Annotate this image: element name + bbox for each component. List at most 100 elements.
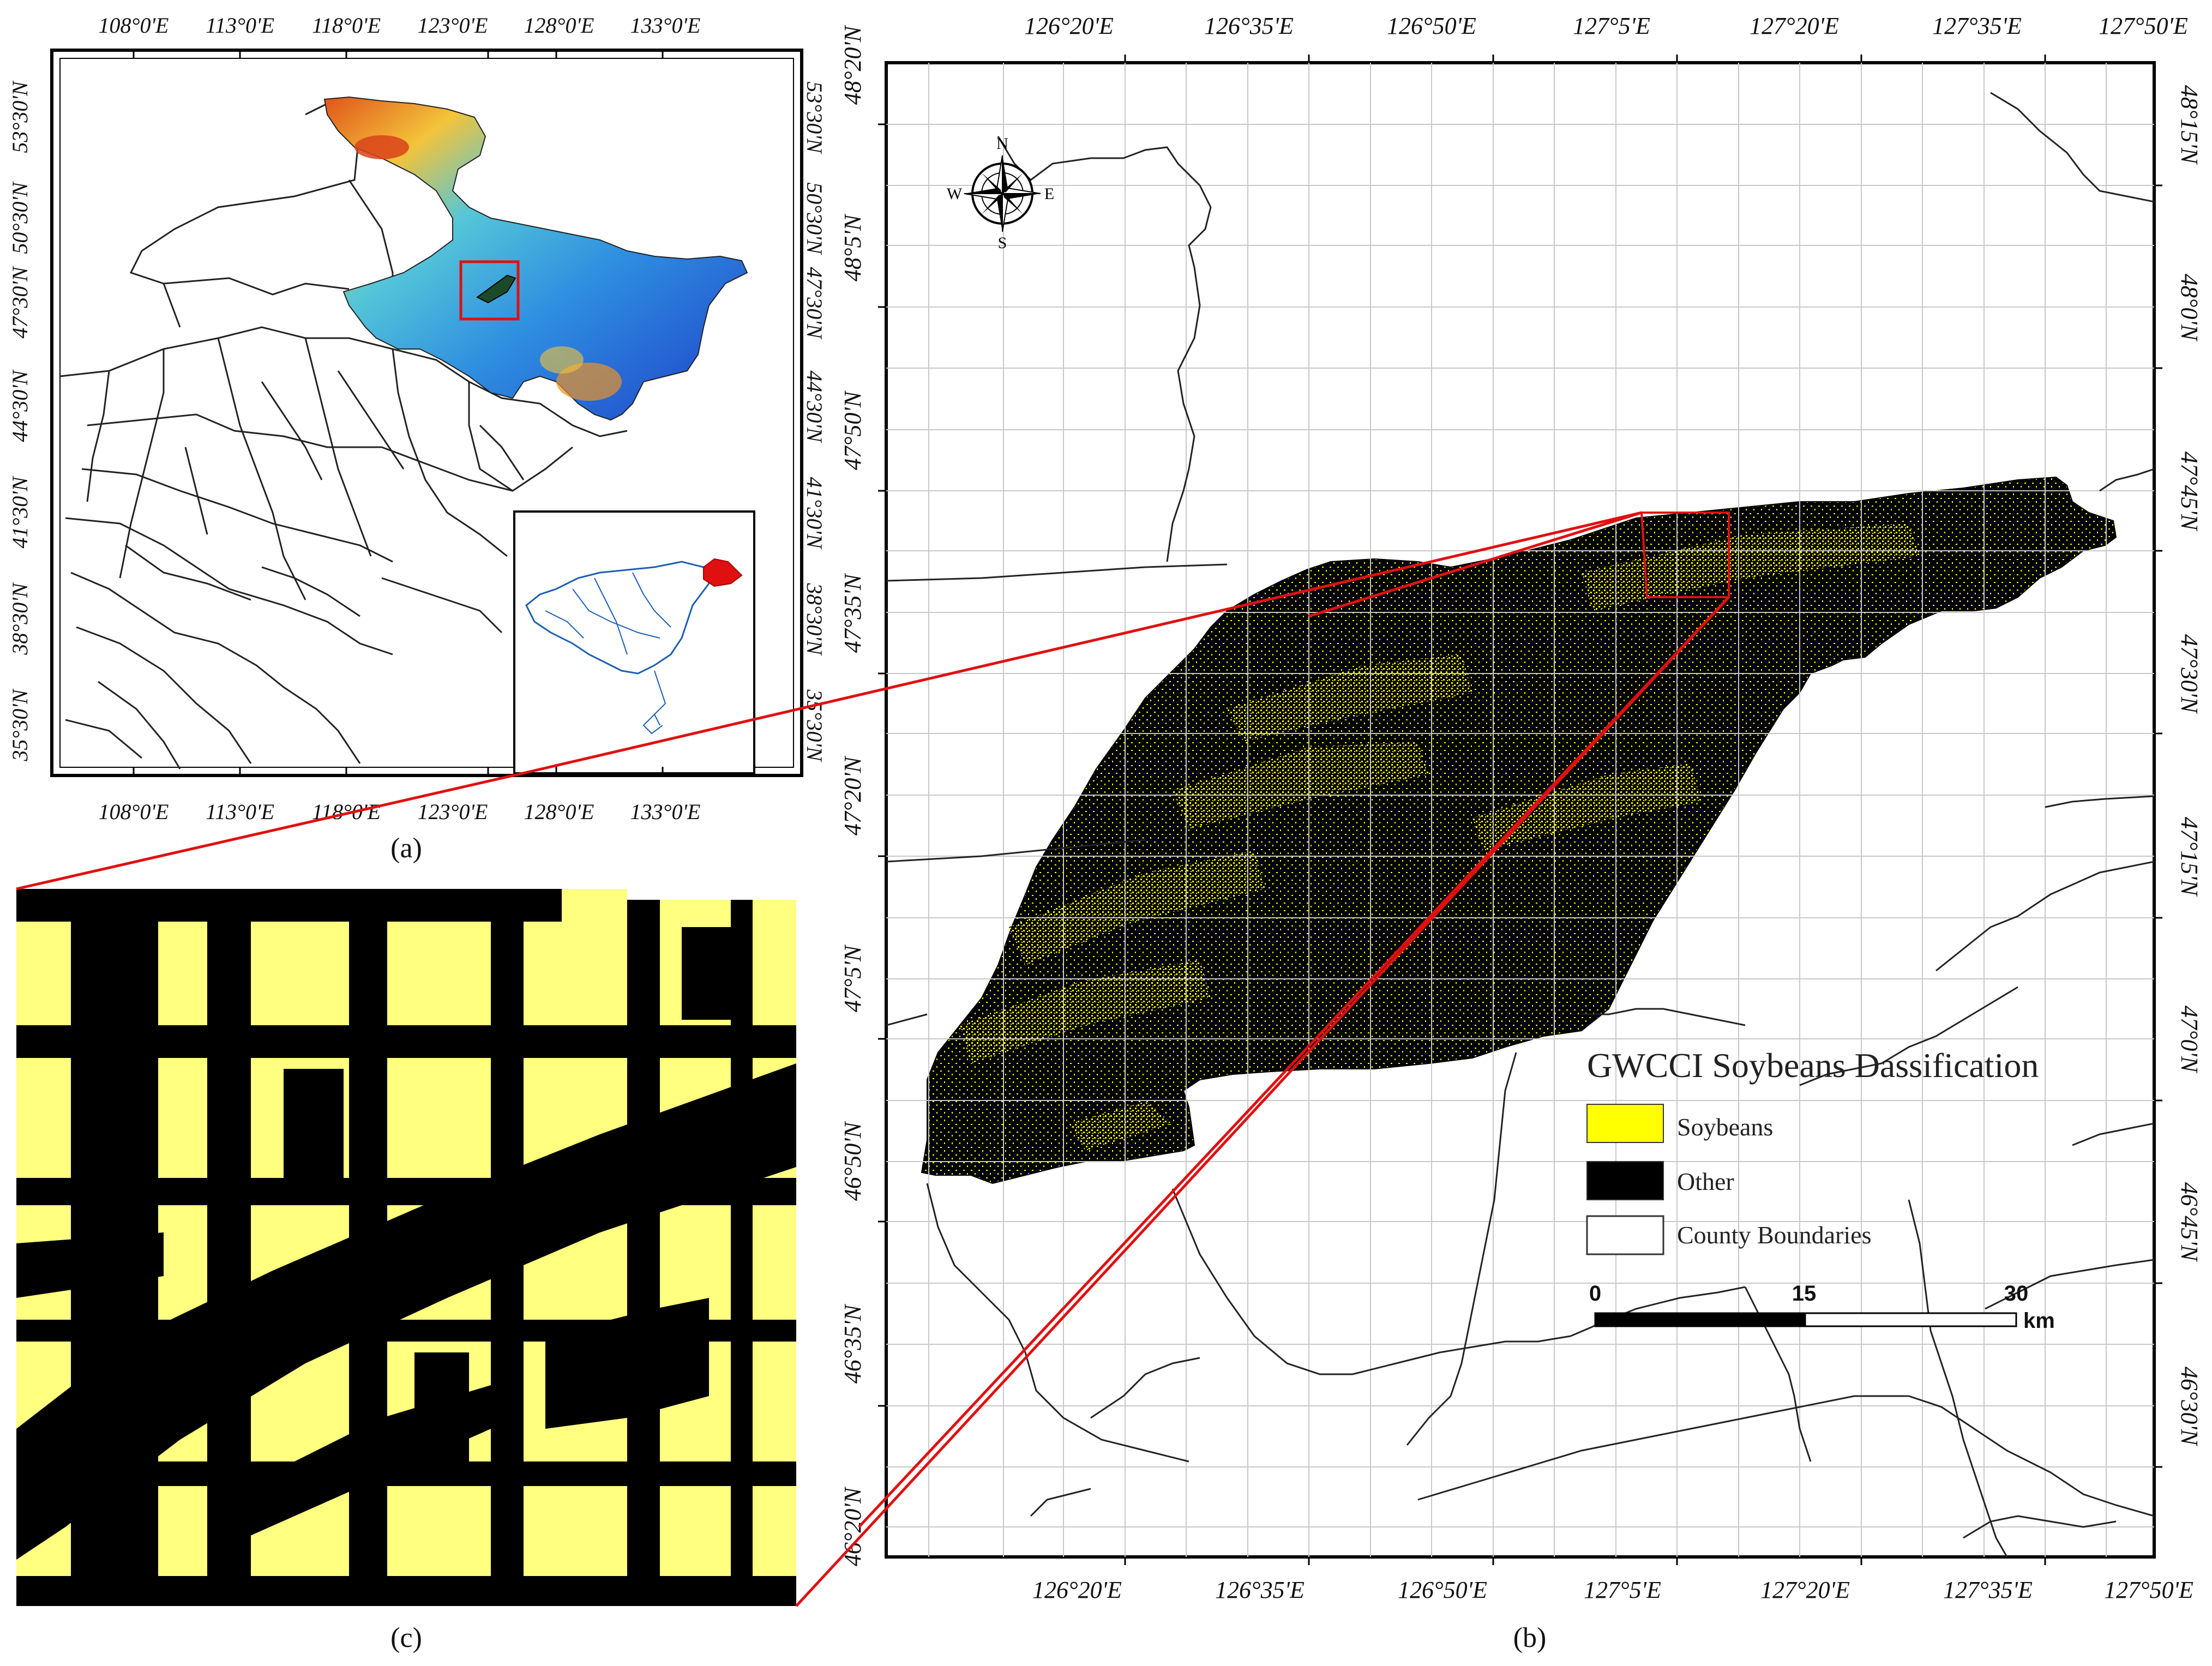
china-outline (525, 561, 710, 675)
a-lon-bottom-5: 133°0'E (630, 799, 701, 824)
heatmap-hotspot-south (556, 363, 622, 401)
a-lon-bottom-3: 123°0'E (418, 799, 488, 824)
a-lat-right-5: 38°30'N (802, 582, 827, 656)
a-lon-top-4: 128°0'E (524, 13, 594, 38)
a-lat-right-0: 53°30'N (802, 81, 827, 154)
study-area-dark (476, 274, 516, 304)
b-lat-left-7: 46°35'N (839, 1303, 866, 1384)
b-lon-bottom-6: 127°50'E (2104, 1577, 2193, 1603)
a-lon-top-0: 108°0'E (99, 13, 169, 38)
panel-a: 108°0'E 113°0'E 118°0'E 123°0'E 128°0'E … (8, 13, 827, 864)
scale-tick-0: 0 (1589, 1282, 1601, 1306)
b-lat-left-1: 48°5'N (839, 213, 866, 281)
b-lat-left-4: 47°20'N (839, 755, 866, 835)
heatmap-hotspot-north (354, 135, 409, 159)
a-lat-right-1: 50°30'N (802, 182, 827, 255)
caption-c: (c) (390, 1622, 422, 1653)
panel-a-boundaries (59, 103, 628, 769)
b-lat-left-5: 47°5'N (839, 944, 866, 1012)
a-lon-top-3: 123°0'E (418, 13, 488, 38)
compass-e: E (1044, 185, 1054, 203)
b-lat-left-0: 48°20'N (839, 25, 866, 105)
panel-c-top-white (627, 889, 796, 900)
scale-bar: 0 15 30 km (1589, 1282, 2055, 1333)
compass-s: S (998, 234, 1007, 252)
panel-c-other-land (16, 889, 796, 1606)
a-lon-bottom-4: 128°0'E (524, 799, 594, 824)
heilongjiang-heatmap (323, 96, 748, 421)
panel-b-graticule (886, 63, 2154, 1557)
b-lon-bottom-4: 127°20'E (1760, 1577, 1850, 1603)
b-lat-left-3: 47°35'N (839, 573, 866, 653)
b-lon-top-4: 127°20'E (1750, 13, 1839, 39)
b-lon-bottom-0: 126°20'E (1032, 1577, 1122, 1603)
panel-c: (c) (16, 889, 796, 1653)
b-lon-top-2: 126°50'E (1387, 13, 1476, 39)
legend-swatch-county-boundaries (1586, 1215, 1664, 1255)
a-lon-bottom-1: 113°0'E (206, 799, 274, 824)
a-lat-right-2: 47°30'N (802, 267, 827, 340)
b-lat-right-5: 47°0'N (2176, 1006, 2203, 1074)
legend-label-county-boundaries: County Boundaries (1677, 1221, 1871, 1249)
b-lon-top-3: 127°5'E (1573, 13, 1650, 39)
scale-bar-white (1804, 1312, 2017, 1327)
b-lat-left-2: 47°50'N (839, 390, 866, 470)
b-lat-right-6: 46°45'N (2176, 1182, 2203, 1262)
legend-label-other: Other (1677, 1168, 1734, 1195)
a-lon-top-1: 113°0'E (206, 13, 274, 38)
b-lon-bottom-2: 126°50'E (1398, 1577, 1487, 1603)
legend-swatch-soybeans (1586, 1104, 1664, 1143)
a-lat-left-4: 41°30'N (8, 476, 32, 549)
a-lat-left-5: 38°30'N (8, 582, 32, 655)
b-lon-top-0: 126°20'E (1024, 13, 1114, 39)
legend-swatch-other (1586, 1161, 1664, 1200)
b-lat-right-0: 48°15'N (2176, 85, 2203, 165)
b-lat-right-1: 48°0'N (2176, 274, 2203, 342)
scale-tick-30: 30 (2004, 1282, 2029, 1306)
connector-a-to-b (518, 511, 1642, 776)
b-lon-top-6: 127°50'E (2099, 13, 2188, 39)
a-lat-left-0: 53°30'N (8, 80, 32, 153)
b-lat-right-7: 46°30'N (2176, 1367, 2203, 1447)
panel-a-ticks (133, 50, 664, 775)
connector-b-to-c-upper (1308, 511, 1642, 618)
b-lon-top-5: 127°35'E (1932, 13, 2022, 39)
soybean-cluster-1 (1227, 654, 1472, 742)
caption-b: (b) (1513, 1622, 1547, 1653)
panel-a-study-box (459, 260, 520, 321)
panel-b-ticks (878, 55, 2162, 1565)
compass-n: N (996, 135, 1008, 153)
b-lon-top-1: 126°35'E (1204, 13, 1294, 39)
scale-bar-black (1594, 1312, 1806, 1327)
a-lat-left-1: 50°30'N (8, 181, 32, 254)
soybean-cluster-6 (1472, 763, 1702, 851)
b-lat-right-2: 47°45'N (2176, 452, 2203, 532)
soybean-cluster-5 (1582, 524, 1920, 611)
b-lon-bottom-1: 126°35'E (1215, 1577, 1305, 1603)
a-lon-bottom-0: 108°0'E (99, 799, 169, 824)
connector-b-to-c-lower (795, 596, 1730, 1607)
a-lat-right-6: 35°30'N (802, 689, 827, 762)
legend: GWCCI Soybeans Dassification Soybeans Ot… (1586, 1046, 2039, 1255)
panel-b: 126°20'E 126°35'E 126°50'E 127°5'E 127°2… (839, 13, 2203, 1653)
b-lat-right-4: 47°15'N (2176, 817, 2203, 897)
a-lat-left-2: 47°30'N (8, 266, 32, 339)
a-lat-left-3: 44°30'N (8, 369, 32, 442)
panel-b-county-boundaries (886, 92, 2154, 1557)
scale-unit: km (2023, 1309, 2055, 1333)
scale-tick-15: 15 (1792, 1282, 1817, 1306)
compass-rose: N S E W (947, 135, 1054, 252)
connector-a-to-c (16, 773, 519, 891)
a-lon-top-2: 118°0'E (312, 13, 381, 38)
a-lat-right-3: 44°30'N (802, 370, 827, 443)
a-lat-left-6: 35°30'N (8, 688, 32, 762)
legend-label-soybeans: Soybeans (1677, 1113, 1773, 1141)
connector-b-to-c-left (858, 596, 1730, 1528)
china-inset (513, 510, 755, 774)
soybean-cluster-7 (1069, 1102, 1173, 1151)
caption-a: (a) (390, 833, 422, 864)
soybean-cluster-4 (960, 960, 1211, 1063)
b-lat-left-6: 46°50'N (839, 1121, 866, 1201)
soybean-cluster-2 (1173, 742, 1429, 829)
